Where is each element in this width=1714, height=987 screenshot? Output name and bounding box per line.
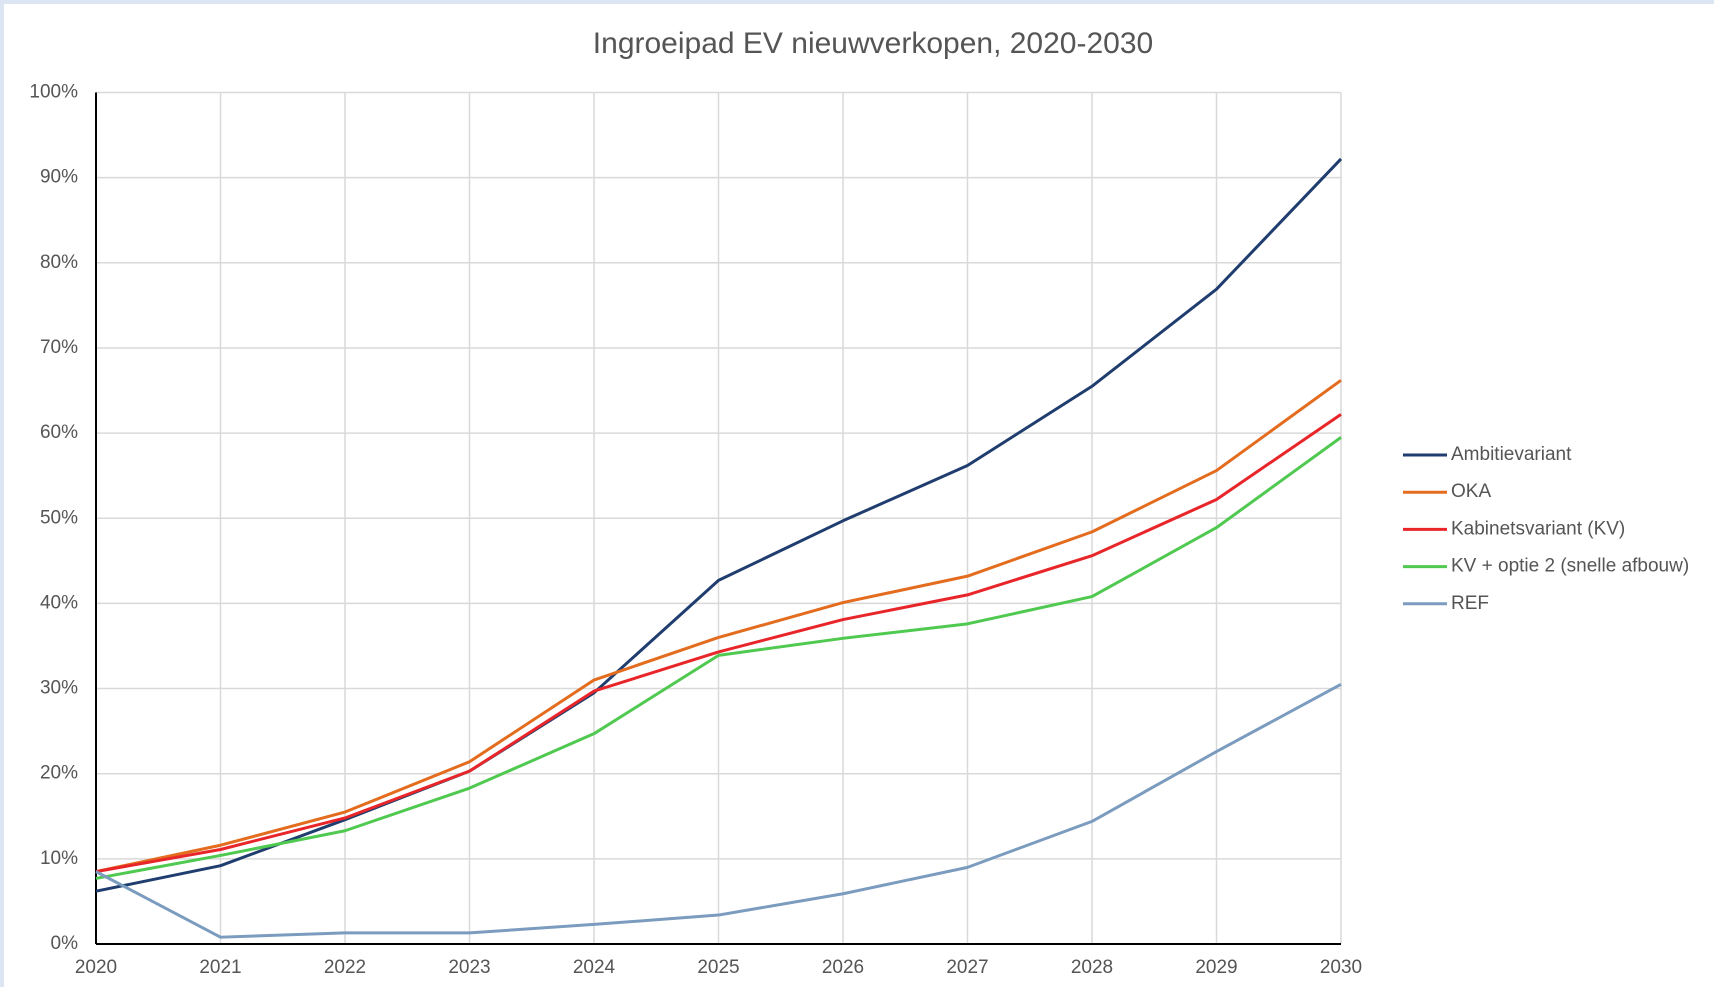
y-tick-label: 90%	[40, 167, 78, 188]
chart-title: Ingroeipad EV nieuwverkopen, 2020-2030	[593, 27, 1153, 60]
x-tick-label: 2020	[75, 957, 117, 978]
y-tick-label: 60%	[40, 422, 78, 443]
y-tick-label: 10%	[40, 848, 78, 869]
x-tick-label: 2028	[1071, 957, 1113, 978]
y-tick-label: 80%	[40, 252, 78, 273]
line	[95, 379, 1342, 874]
y-tick-label: 40%	[40, 592, 78, 613]
line	[95, 436, 1342, 880]
y-tick-label: 30%	[40, 678, 78, 699]
line	[95, 413, 1342, 874]
line	[95, 157, 1343, 893]
legend-label: Ambitievariant	[1451, 444, 1572, 465]
x-tick-label: 2027	[946, 957, 988, 978]
legend-label: Kabinetsvariant (KV)	[1451, 518, 1625, 539]
x-tick-label: 2025	[697, 957, 739, 978]
y-tick-label: 100%	[29, 82, 78, 103]
x-tick-label: 2029	[1195, 957, 1237, 978]
y-tick-label: 50%	[40, 507, 78, 528]
legend-label: OKA	[1451, 481, 1491, 502]
x-tick-label: 2026	[822, 957, 864, 978]
x-tick-label: 2030	[1320, 957, 1362, 978]
x-tick-label: 2023	[448, 957, 490, 978]
y-tick-label: 70%	[40, 337, 78, 358]
legend-label: REF	[1451, 593, 1489, 614]
y-tick-label: 0%	[51, 933, 79, 954]
y-tick-label: 20%	[40, 763, 78, 784]
x-tick-label: 2024	[573, 957, 616, 978]
legend-label: KV + optie 2 (snelle afbouw)	[1451, 556, 1689, 577]
line	[95, 682, 1342, 939]
x-tick-label: 2021	[199, 957, 241, 978]
x-tick-label: 2022	[324, 957, 366, 978]
